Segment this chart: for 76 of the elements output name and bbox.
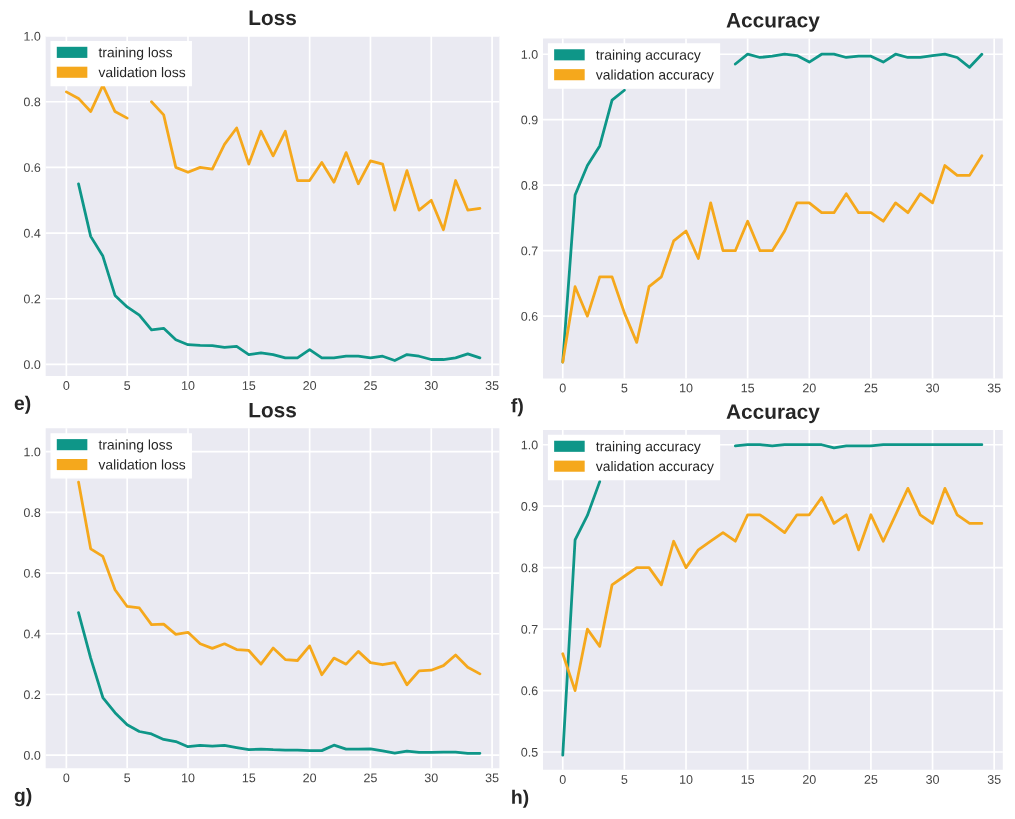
text: f) bbox=[511, 398, 523, 417]
y-tick-label: 0.8 bbox=[521, 180, 538, 190]
text: g) bbox=[14, 788, 32, 807]
x-tick-label: 20 bbox=[303, 773, 317, 783]
x-tick-label: 25 bbox=[364, 381, 377, 390]
x-tick-label: 35 bbox=[987, 775, 1001, 784]
x-tick-label: 30 bbox=[926, 775, 940, 784]
x-tick-label: 25 bbox=[364, 773, 377, 783]
x-tick-label: 25 bbox=[864, 775, 878, 784]
y-tick-label: 0.8 bbox=[521, 563, 538, 573]
line-series bbox=[561, 486, 984, 692]
x-tick-label: 5 bbox=[124, 381, 131, 390]
y-tick-label: 0.5 bbox=[521, 747, 538, 757]
legend-label: training accuracy bbox=[596, 49, 701, 63]
line-series bbox=[561, 154, 984, 364]
x-tick-label: 35 bbox=[485, 773, 499, 783]
y-tick-label: 0.7 bbox=[521, 246, 538, 256]
y-tick-label: 1.0 bbox=[521, 50, 538, 59]
y-tick-label: 0.0 bbox=[23, 750, 41, 760]
legend-label: validation accuracy bbox=[595, 69, 714, 83]
x-tick-label: 20 bbox=[802, 383, 816, 393]
legend-label: training accuracy bbox=[596, 441, 701, 455]
y-tick-label: 1.0 bbox=[24, 447, 41, 457]
chart-title: Loss bbox=[249, 10, 296, 26]
legend-label: training loss bbox=[98, 439, 173, 453]
y-tick-label: 0.2 bbox=[23, 294, 41, 304]
x-tick-label: 5 bbox=[124, 773, 131, 783]
line-series bbox=[77, 182, 482, 362]
y-tick-label: 0.9 bbox=[521, 115, 538, 125]
y-tick-label: 0.9 bbox=[521, 501, 538, 511]
y-tick-label: 0.6 bbox=[521, 686, 538, 696]
chart-title: Accuracy bbox=[726, 13, 820, 32]
x-tick-label: 5 bbox=[621, 383, 628, 393]
y-tick-label: 0.8 bbox=[23, 97, 41, 107]
y-tick-label: 1.0 bbox=[521, 440, 538, 450]
y-tick-label: 0.8 bbox=[23, 508, 41, 518]
y-tick-label: 0.4 bbox=[23, 629, 41, 639]
x-tick-label: 30 bbox=[424, 381, 438, 390]
x-tick-label: 5 bbox=[621, 775, 628, 784]
x-tick-label: 0 bbox=[63, 773, 70, 783]
x-tick-label: 10 bbox=[181, 381, 195, 390]
x-tick-label: 0 bbox=[559, 383, 566, 393]
x-tick-label: 0 bbox=[559, 775, 566, 784]
legend-label: validation accuracy bbox=[595, 460, 714, 474]
y-tick-label: 0.6 bbox=[23, 163, 41, 173]
x-tick-label: 10 bbox=[181, 773, 195, 783]
x-tick-label: 30 bbox=[424, 773, 438, 783]
legend-label: training loss bbox=[98, 47, 173, 61]
x-tick-label: 35 bbox=[485, 381, 499, 390]
y-tick-label: 0.7 bbox=[521, 624, 538, 634]
y-tick-label: 0.2 bbox=[23, 690, 41, 700]
line-series bbox=[77, 611, 482, 755]
y-tick-label: 0.0 bbox=[23, 360, 41, 370]
x-tick-label: 15 bbox=[242, 773, 256, 783]
y-tick-label: 0.6 bbox=[521, 311, 538, 321]
y-tick-label: 1.0 bbox=[24, 31, 41, 41]
y-tick-label: 0.6 bbox=[23, 568, 41, 578]
x-tick-label: 10 bbox=[680, 383, 693, 393]
chart-title: Loss bbox=[249, 402, 296, 418]
x-tick-label: 0 bbox=[63, 381, 70, 390]
x-tick-label: 15 bbox=[741, 775, 755, 784]
x-tick-label: 30 bbox=[926, 383, 940, 393]
x-tick-label: 25 bbox=[864, 383, 878, 393]
x-tick-label: 10 bbox=[680, 775, 693, 784]
legend-label: validation loss bbox=[98, 459, 186, 470]
text: h) bbox=[512, 789, 529, 808]
x-tick-label: 20 bbox=[303, 381, 317, 390]
line-series bbox=[77, 480, 482, 687]
legend-label: validation loss bbox=[98, 67, 186, 78]
chart-title: Accuracy bbox=[726, 404, 820, 424]
x-tick-label: 15 bbox=[242, 381, 256, 390]
x-tick-label: 15 bbox=[741, 383, 755, 393]
x-tick-label: 35 bbox=[987, 383, 1001, 393]
y-tick-label: 0.4 bbox=[23, 228, 41, 238]
x-tick-label: 20 bbox=[802, 775, 816, 784]
text: e) bbox=[14, 395, 31, 414]
